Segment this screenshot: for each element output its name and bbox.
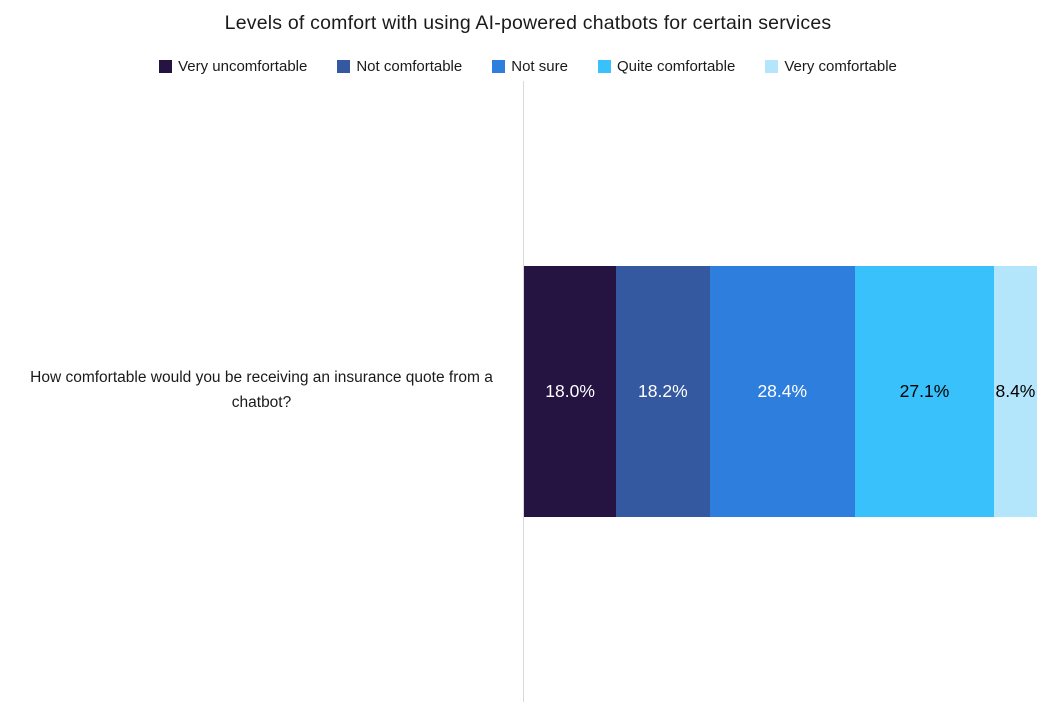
legend-swatch-icon xyxy=(159,60,173,73)
bar-segment: 18.0% xyxy=(524,266,617,517)
chart-title: Levels of comfort with using AI-powered … xyxy=(224,12,832,34)
bar-segment-label: 18.0% xyxy=(545,381,595,401)
category-label: How comfortable would you be receiving a… xyxy=(30,369,493,411)
legend-label: Not comfortable xyxy=(356,58,463,75)
bar-segment-label: 28.4% xyxy=(757,381,808,401)
bar-segment-label: 8.4% xyxy=(995,381,1036,401)
legend: Very uncomfortable Not comfortable Not sur… xyxy=(0,58,1056,75)
bar-segment: 27.1% xyxy=(855,266,994,517)
legend-label: Very comfortable xyxy=(784,58,897,75)
bar-segment-label: 18.2% xyxy=(638,381,688,401)
legend-swatch-icon xyxy=(597,60,611,73)
legend-item: Very comfortable xyxy=(765,58,897,75)
legend-label: Very uncomfortable xyxy=(178,58,308,75)
legend-label: Quite comfortable xyxy=(616,58,736,75)
legend-swatch-icon xyxy=(765,60,779,73)
legend-label: Not sure xyxy=(511,58,568,75)
legend-swatch-icon xyxy=(492,60,506,73)
legend-item: Not comfortable xyxy=(337,58,462,75)
legend-swatch-icon xyxy=(337,60,351,73)
legend-item: Very uncomfortable xyxy=(159,58,307,75)
bar-segment: 8.4% xyxy=(993,266,1037,517)
bar-segment: 28.4% xyxy=(709,266,856,517)
stacked-bar: 18.0% 18.2% 28.4% 27.1% 8.4% xyxy=(524,266,1037,517)
legend-item: Quite comfortable xyxy=(597,58,736,75)
bar-segment-label: 27.1% xyxy=(899,381,950,401)
y-axis-line xyxy=(523,81,524,702)
legend-item: Not sure xyxy=(492,58,568,75)
bar-segment: 18.2% xyxy=(616,266,710,517)
